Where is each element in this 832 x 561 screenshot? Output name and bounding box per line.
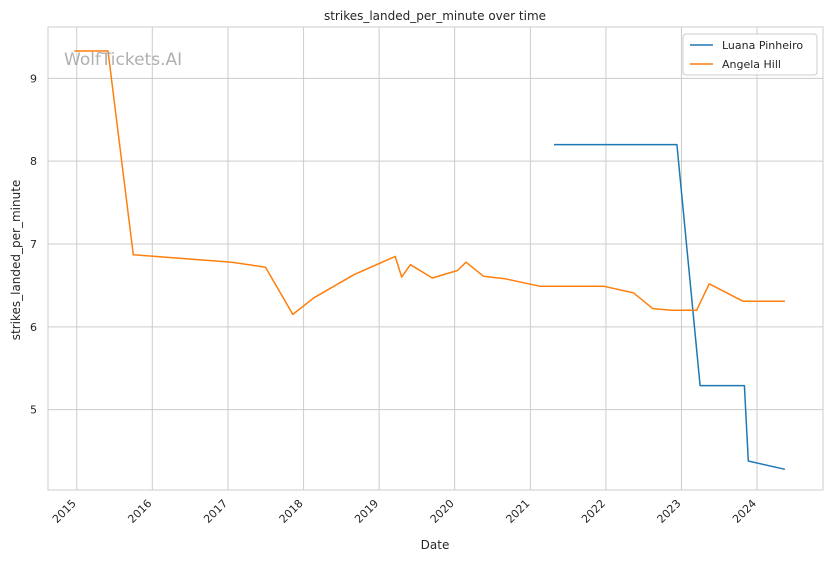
- legend: Luana Pinheiro Angela Hill: [682, 33, 818, 76]
- plot-frame: [47, 26, 824, 491]
- legend-label: Angela Hill: [722, 58, 781, 71]
- y-tick-label: 5: [30, 404, 37, 417]
- chart-title: strikes_landed_per_minute over time: [324, 9, 546, 23]
- y-axis-title: strikes_landed_per_minute: [9, 180, 23, 341]
- series-layer: [74, 50, 786, 471]
- y-tick-label: 7: [30, 238, 37, 251]
- grid: [48, 27, 823, 490]
- series-line: [74, 50, 785, 316]
- x-axis-title: Date: [421, 538, 450, 552]
- series-line: [554, 143, 786, 471]
- y-tick-label: 6: [30, 321, 37, 334]
- y-tick-label: 9: [30, 72, 37, 85]
- legend-box: [682, 33, 818, 76]
- y-tick-label: 8: [30, 155, 37, 168]
- legend-label: Luana Pinheiro: [722, 39, 803, 52]
- y-tick-labels: 5 6 7 8 9: [30, 72, 37, 416]
- watermark: WolfTickets.AI: [64, 50, 182, 70]
